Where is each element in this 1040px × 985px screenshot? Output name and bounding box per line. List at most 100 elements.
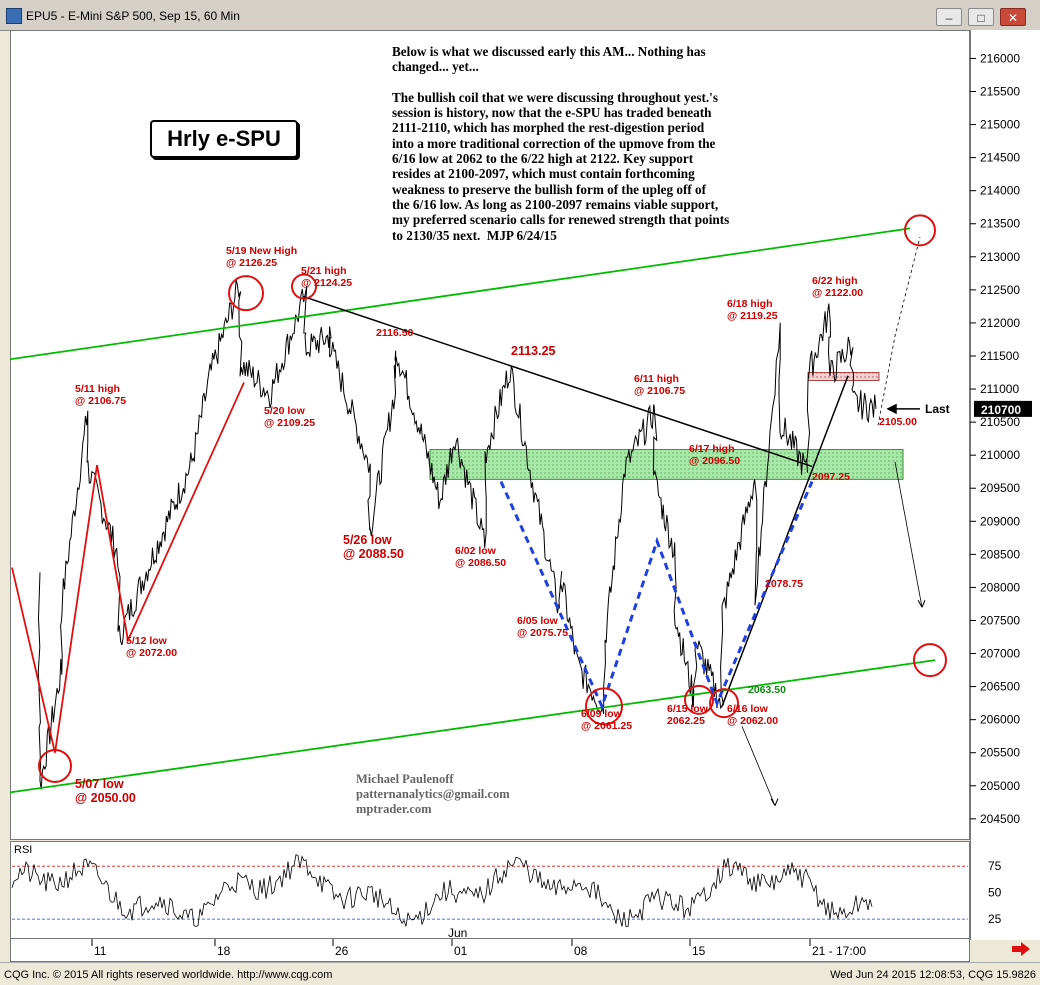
annotation-label: 2097.25 [812, 471, 850, 483]
close-button[interactable]: ✕ [1000, 8, 1026, 26]
app-icon [6, 8, 22, 24]
scroll-right-arrow-icon[interactable] [1012, 942, 1030, 956]
author-website: mptrader.com [356, 802, 432, 816]
annotation-label: 6/09 low [581, 708, 623, 720]
descending-trendline [302, 295, 813, 468]
author-name: Michael Paulenoff [356, 772, 454, 786]
price-axis[interactable] [970, 30, 1040, 940]
trendlines-layer [9, 214, 947, 806]
footer-bar: CQG Inc. © 2015 All rights reserved worl… [0, 962, 1040, 985]
y-tick-label: 205500 [980, 746, 1020, 760]
projected-down-arrow [741, 726, 776, 806]
annotation-label: 2105.00 [879, 416, 917, 428]
annotation-label: 6/22 high [812, 275, 858, 287]
lower-channel-line [9, 659, 936, 794]
x-month-label: Jun [448, 926, 467, 940]
highlight-circle-icon [38, 748, 72, 783]
last-arrow-icon [886, 403, 920, 415]
annotation-label: 5/20 low [264, 405, 306, 417]
annotation-label: 5/11 high [75, 383, 120, 395]
rsi-tick-label: 75 [988, 859, 1002, 873]
y-tick-label: 209500 [980, 481, 1020, 495]
annotation-value: @ 2088.50 [343, 547, 404, 561]
highlight-circle-icon [913, 643, 947, 678]
y-tick-label: 204500 [980, 812, 1020, 826]
annotation-value: @ 2106.75 [75, 395, 126, 407]
y-tick-label: 215500 [980, 84, 1020, 98]
chart-title-box: Hrly e-SPU [150, 120, 298, 158]
y-tick-label: 211500 [980, 349, 1019, 363]
annotation-label: 5/12 low [126, 635, 168, 647]
annotation-label: 2116.50 [376, 327, 414, 339]
analysis-commentary: Below is what we discussed early this AM… [392, 44, 730, 243]
chart-overlay: 5/19 New High@ 2126.25 5/21 high@ 2124.25… [9, 51, 1032, 958]
annotation-label: 2063.50 [748, 684, 786, 696]
highlight-circle-icon [228, 275, 264, 312]
annotation-value: 2062.25 [667, 715, 705, 727]
annotation-label: 6/15 low [667, 703, 709, 715]
y-tick-label: 208500 [980, 547, 1020, 561]
annotation-value: @ 2075.75 [517, 627, 568, 639]
title-bar: EPU5 - E-Mini S&P 500, Sep 15, 60 Min – … [0, 0, 1040, 31]
annotation-label: 6/02 low [455, 545, 497, 557]
price-chart-pane[interactable] [10, 30, 970, 840]
y-tick-label: 210000 [980, 448, 1020, 462]
y-tick-label: 212000 [980, 316, 1020, 330]
annotation-label: 6/18 high [727, 298, 773, 310]
rsi-line [11, 854, 873, 927]
last-price-label: 210700 [981, 403, 1021, 417]
annotation-value: @ 2072.00 [126, 647, 177, 659]
annotation-value: @ 2061.25 [581, 720, 632, 732]
y-tick-label: 215000 [980, 118, 1020, 132]
annotation-value: @ 2050.00 [75, 791, 136, 805]
rsi-pane[interactable] [10, 841, 970, 939]
maximize-button[interactable]: □ [968, 8, 994, 26]
annotation-label: 2113.25 [511, 344, 556, 358]
annotation-value: @ 2124.25 [301, 277, 352, 289]
y-tick-label: 211000 [980, 382, 1019, 396]
y-tick-label: 206000 [980, 713, 1020, 727]
annotation-value: @ 2122.00 [812, 287, 863, 299]
minimize-button[interactable]: – [936, 8, 962, 26]
copyright-text: CQG Inc. © 2015 All rights reserved worl… [4, 969, 333, 981]
annotation-label: 5/07 low [75, 777, 124, 791]
axis-labels-layer: 216000 215500 215000 214500 214000 213500 2130… [91, 51, 1032, 958]
y-tick-label: 205000 [980, 779, 1020, 793]
support-zone [429, 449, 904, 480]
annotation-value: @ 2119.25 [727, 310, 778, 322]
annotation-value: @ 2109.25 [264, 417, 315, 429]
highlight-circle-icon [291, 273, 317, 300]
price-line [37, 279, 877, 790]
last-label: Last [925, 402, 950, 416]
annotation-label: 6/11 high [634, 373, 679, 385]
y-tick-label: 214500 [980, 151, 1020, 165]
x-tick-label: 08 [574, 944, 588, 958]
projected-up-path [877, 236, 921, 426]
y-tick-label: 207500 [980, 613, 1020, 627]
annotation-label: 6/17 high [689, 443, 735, 455]
y-tick-label: 209000 [980, 514, 1020, 528]
window-title: EPU5 - E-Mini S&P 500, Sep 15, 60 Min [26, 9, 240, 23]
x-tick-label: 18 [217, 944, 231, 958]
highlight-circle-icon [585, 687, 623, 726]
last-price-box [974, 400, 1032, 417]
y-tick-label: 210500 [980, 415, 1020, 429]
rsi-tick-label: 50 [988, 886, 1002, 900]
annotation-label: 6/05 low [517, 615, 559, 627]
y-tick-label: 212500 [980, 283, 1020, 297]
annotation-value: @ 2086.50 [455, 557, 506, 569]
y-tick-label: 207000 [980, 647, 1020, 661]
x-tick-label: 11 [94, 944, 107, 958]
timestamp-text: Wed Jun 24 2015 12:08:53, CQG 15.9826 [830, 969, 1036, 981]
y-tick-label: 213000 [980, 250, 1020, 264]
annotation-label: 5/21 high [301, 265, 347, 277]
price-series [37, 279, 877, 790]
annotations-layer: 5/19 New High@ 2126.25 5/21 high@ 2124.25… [75, 245, 917, 805]
y-tick-label: 216000 [980, 51, 1020, 65]
annotation-value: @ 2062.00 [727, 715, 778, 727]
highlight-circle-icon [904, 214, 936, 247]
annotation-label: 5/19 New High [226, 245, 297, 257]
rsi-tick-label: 25 [988, 912, 1002, 926]
x-axis-strip [10, 939, 970, 962]
y-tick-label: 214000 [980, 184, 1020, 198]
